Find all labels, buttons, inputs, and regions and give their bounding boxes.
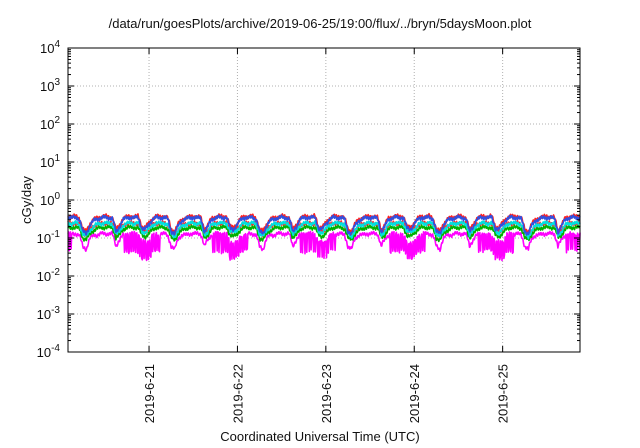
x-tick-label: 2019-6-23	[319, 364, 334, 423]
chart-title: /data/run/goesPlots/archive/2019-06-25/1…	[108, 16, 532, 31]
y-tick-label: 104	[40, 39, 60, 56]
series-line	[67, 224, 581, 243]
series-line	[67, 214, 581, 236]
y-tick-label: 10-2	[37, 267, 61, 284]
y-tick-label: 100	[40, 191, 60, 208]
y-axis-label: cGy/day	[19, 176, 34, 224]
x-tick-label: 2019-6-21	[142, 364, 157, 423]
y-tick-label: 103	[40, 77, 60, 94]
x-tick-label: 2019-6-22	[230, 364, 245, 423]
y-tick-label: 101	[40, 153, 60, 170]
series-line	[67, 230, 581, 262]
y-tick-label: 10-3	[37, 305, 61, 322]
x-tick-label: 2019-6-24	[407, 364, 422, 423]
y-axis: 10-4 10-3 10-2 10-1 100 101 102 103 104	[37, 39, 580, 360]
grid-lines	[68, 48, 580, 352]
y-tick-label: 10-1	[37, 229, 61, 246]
y-tick-label: 102	[40, 115, 60, 132]
series-group	[67, 212, 581, 262]
x-axis-label: Coordinated Universal Time (UTC)	[220, 429, 420, 444]
y-tick-label: 10-4	[37, 343, 61, 360]
x-axis: 2019-6-21 2019-6-22 2019-6-23 2019-6-24 2019…	[142, 48, 511, 423]
x-tick-label: 2019-6-25	[496, 364, 511, 423]
